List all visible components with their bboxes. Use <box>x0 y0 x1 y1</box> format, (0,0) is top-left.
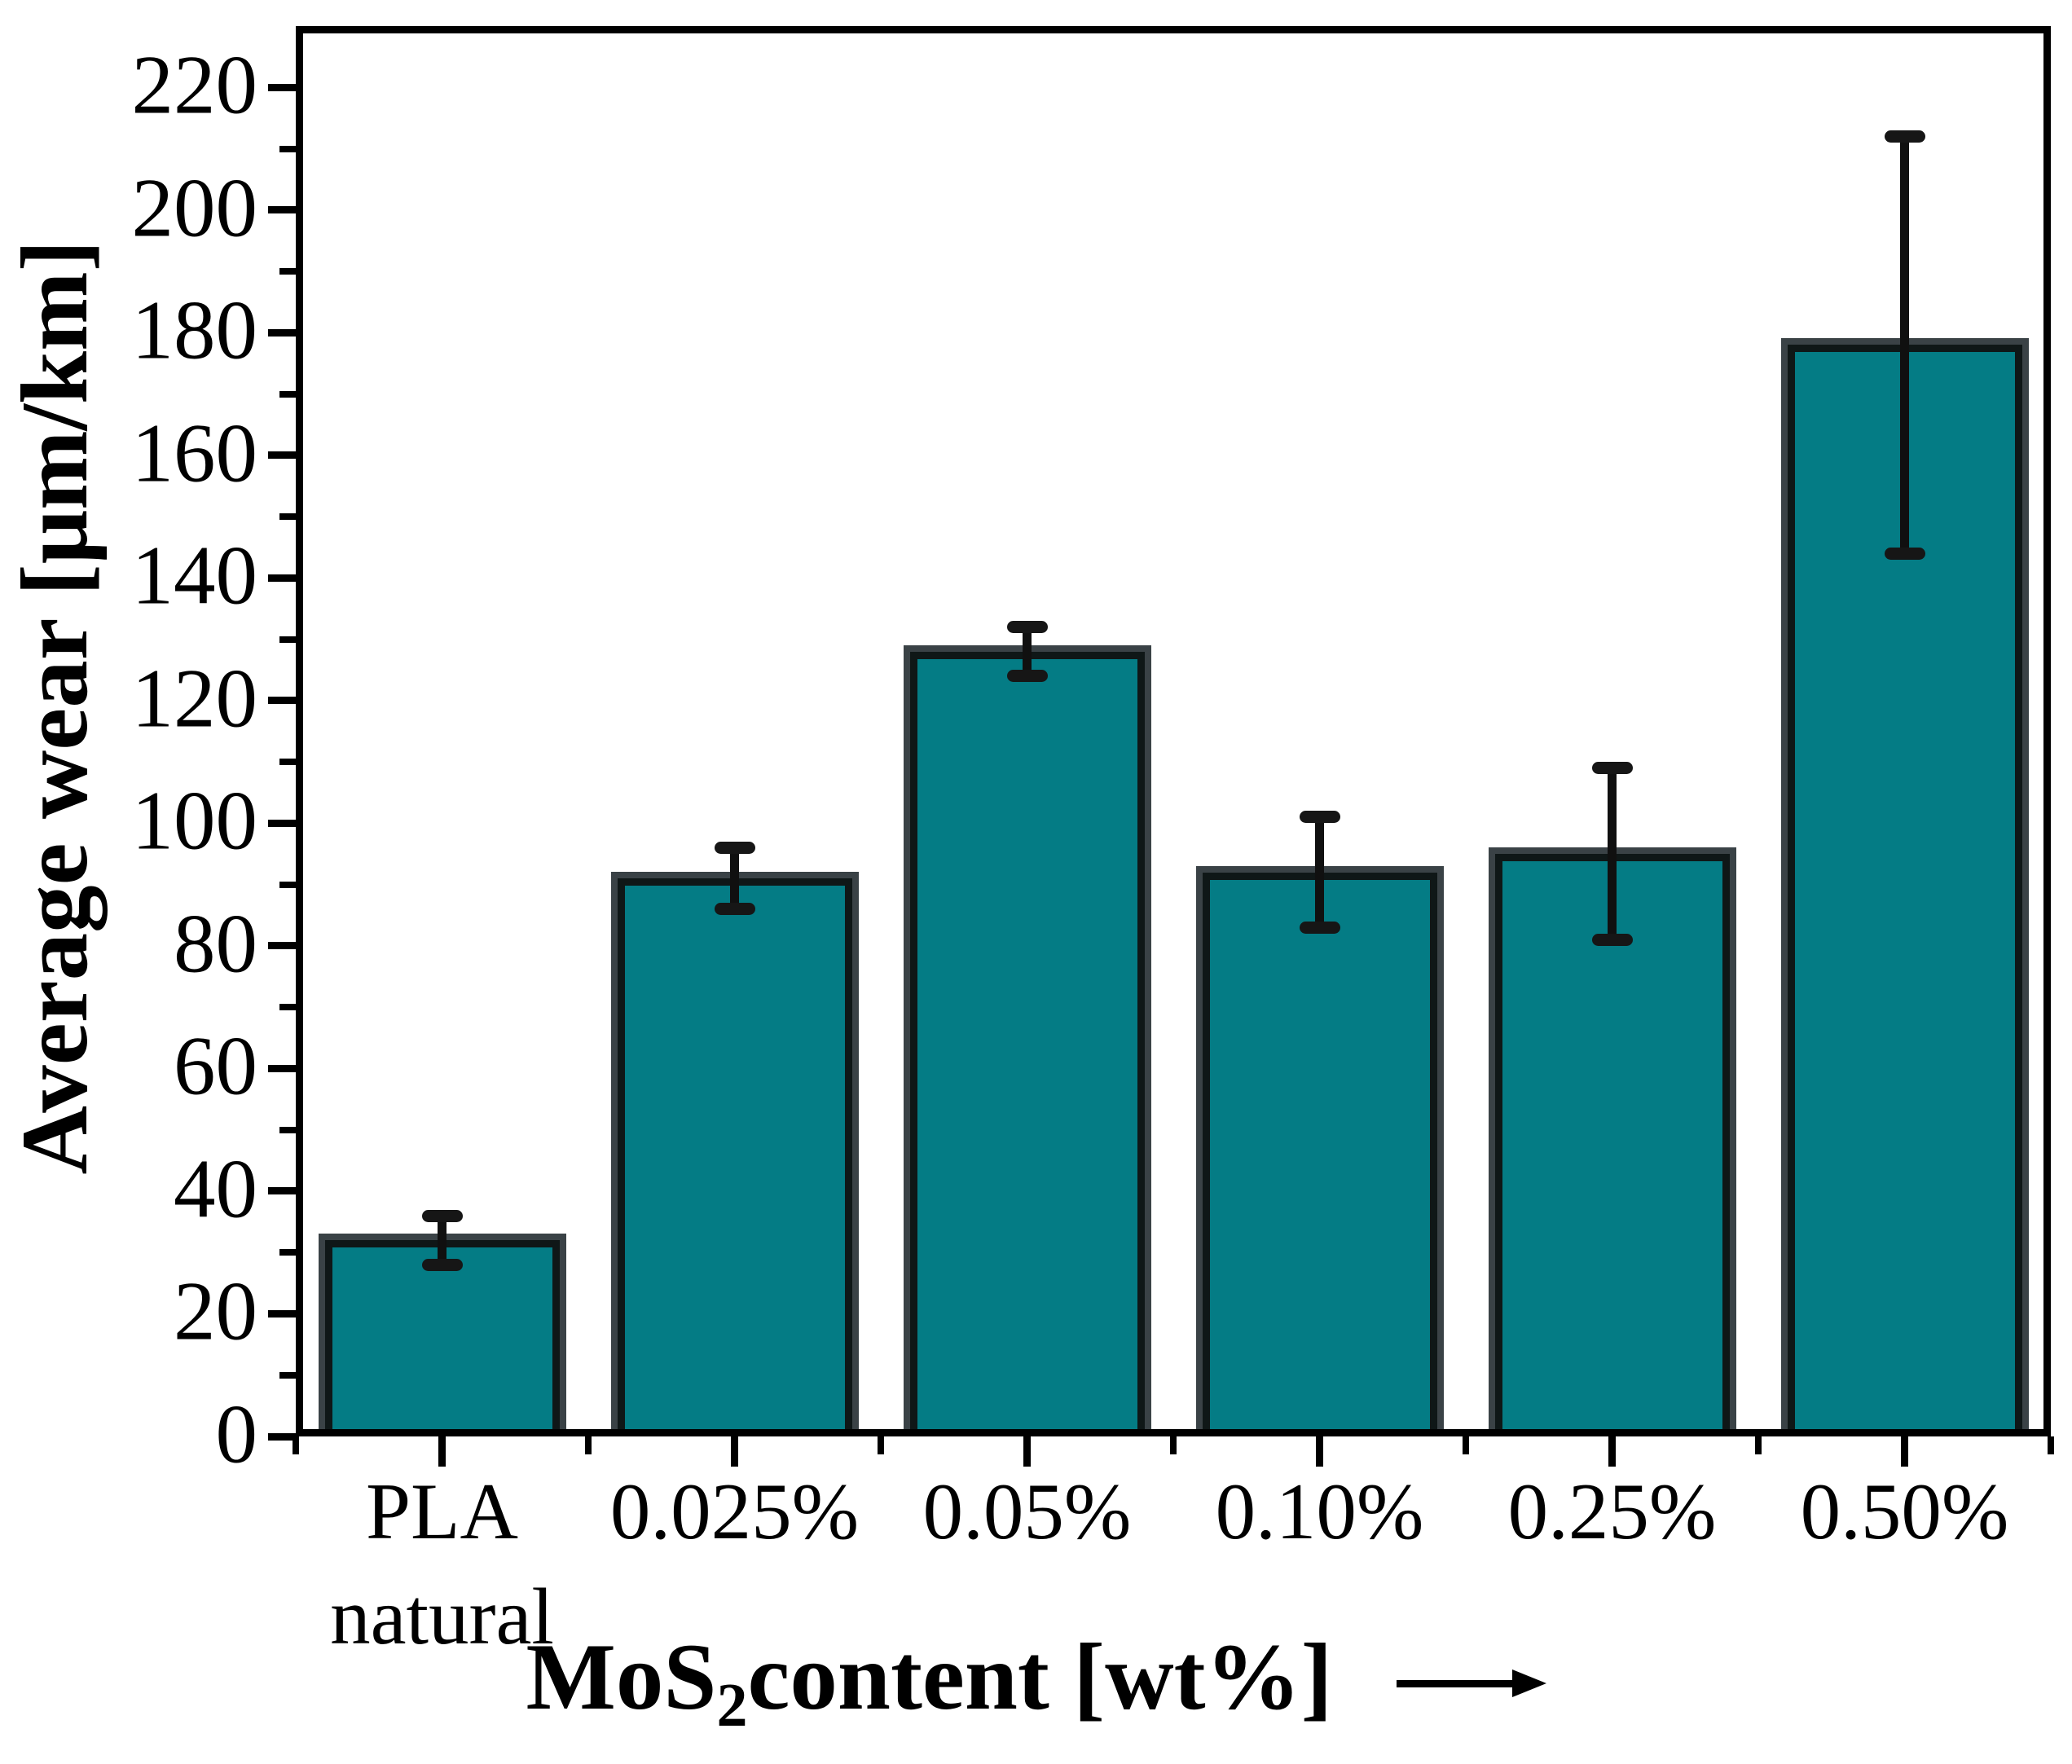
x-category-sublabel: natural <box>330 1573 554 1661</box>
error-bar-cap <box>1299 811 1340 824</box>
right-arrow-icon <box>1396 1669 1546 1697</box>
y-axis-tick-label: 60 <box>174 1019 257 1113</box>
x-axis-minor-tick <box>293 1436 299 1454</box>
x-category-label-line: 0.50% <box>1800 1467 2009 1556</box>
y-axis-tick-label: 120 <box>131 652 258 746</box>
y-axis-minor-tick <box>279 1126 296 1133</box>
error-bar <box>1900 136 1909 554</box>
x-category-label: PLA natural <box>296 1471 588 1657</box>
y-axis-tick <box>268 1432 296 1441</box>
x-axis-tick <box>731 1436 738 1467</box>
y-axis-tick-label: 140 <box>131 529 258 622</box>
y-axis-minor-tick <box>279 513 296 521</box>
x-axis-minor-tick <box>2048 1436 2054 1454</box>
y-axis-tick-label: 40 <box>174 1142 257 1236</box>
x-category-label-line: PLA <box>365 1467 519 1556</box>
x-axis-tick <box>1608 1436 1616 1467</box>
error-bar-cap <box>1884 130 1925 143</box>
x-axis-title-suffix: content [wt%] <box>747 1625 1333 1730</box>
y-axis-minor-tick <box>279 145 296 152</box>
x-category-label: 0.025% <box>588 1471 881 1552</box>
y-axis-tick <box>268 697 296 705</box>
y-axis-tick-label: 160 <box>131 407 258 500</box>
y-axis-minor-tick <box>279 1371 296 1379</box>
error-bar <box>438 1216 447 1265</box>
error-bar-cap <box>1299 921 1340 934</box>
x-axis-tick <box>1023 1436 1031 1467</box>
error-bar <box>1315 816 1324 928</box>
y-axis-tick <box>268 1309 296 1318</box>
x-axis-title: MoS 2 content [wt%] <box>0 1623 2072 1740</box>
y-axis-minor-tick <box>279 636 296 643</box>
y-axis-tick <box>268 83 296 91</box>
x-axis-minor-tick <box>1755 1436 1762 1454</box>
x-axis-minor-tick <box>1463 1436 1469 1454</box>
x-category-label-line: 0.05% <box>922 1467 1132 1556</box>
y-axis-tick <box>268 1064 296 1072</box>
error-bar-cap <box>1006 670 1048 683</box>
x-category-label-line: 0.10% <box>1215 1467 1424 1556</box>
y-axis-minor-tick <box>279 881 296 888</box>
y-axis-tick <box>268 942 296 950</box>
y-axis-tick-label: 180 <box>131 284 258 377</box>
y-axis-minor-tick <box>279 759 296 766</box>
bar <box>617 878 852 1436</box>
y-axis-tick-label: 20 <box>174 1265 257 1358</box>
y-axis-minor-tick <box>279 1249 296 1256</box>
y-axis-minor-tick <box>279 390 296 398</box>
bar <box>909 651 1145 1436</box>
x-category-label: 0.05% <box>881 1471 1173 1552</box>
x-axis-title-prefix: MoS <box>526 1625 717 1730</box>
error-bar-cap <box>714 841 755 854</box>
error-bar-cap <box>714 903 755 916</box>
y-axis-tick <box>268 1187 296 1195</box>
x-axis-tick <box>1901 1436 1908 1467</box>
x-category-label: 0.10% <box>1173 1471 1466 1552</box>
error-bar-cap <box>421 1258 463 1271</box>
error-bar-cap <box>421 1209 463 1222</box>
x-category-label-line: 0.25% <box>1507 1467 1717 1556</box>
y-axis-minor-tick <box>279 1004 296 1011</box>
error-bar-cap <box>1591 762 1633 775</box>
error-bar-cap <box>1591 933 1633 946</box>
error-bar <box>1608 768 1617 940</box>
x-category-label-line: 0.025% <box>609 1467 860 1556</box>
y-axis-tick-label: 100 <box>131 774 258 868</box>
y-axis-tick <box>268 819 296 827</box>
bar <box>1494 854 1730 1436</box>
error-bar <box>730 847 739 909</box>
x-axis-minor-tick <box>1170 1436 1177 1454</box>
y-axis-minor-tick <box>279 268 296 275</box>
x-axis-title-subscript: 2 <box>716 1670 748 1740</box>
y-axis-tick-label: 200 <box>131 161 258 255</box>
y-axis-tick <box>268 328 296 337</box>
bar <box>1202 872 1437 1436</box>
x-category-label: 0.50% <box>1758 1471 2051 1552</box>
y-axis-tick <box>268 206 296 214</box>
error-bar-cap <box>1006 621 1048 634</box>
x-axis-tick <box>1316 1436 1323 1467</box>
x-axis-minor-tick <box>878 1436 884 1454</box>
y-axis-tick-label: 80 <box>174 897 257 991</box>
y-axis-tick <box>268 451 296 460</box>
error-bar-cap <box>1884 547 1925 560</box>
x-category-label: 0.25% <box>1466 1471 1758 1552</box>
y-axis-tick <box>268 574 296 582</box>
x-axis-tick <box>438 1436 446 1467</box>
y-axis-tick-label: 220 <box>131 38 258 132</box>
y-axis-tick-label: 0 <box>215 1388 258 1481</box>
error-bar <box>1023 627 1032 676</box>
x-axis-minor-tick <box>585 1436 592 1454</box>
